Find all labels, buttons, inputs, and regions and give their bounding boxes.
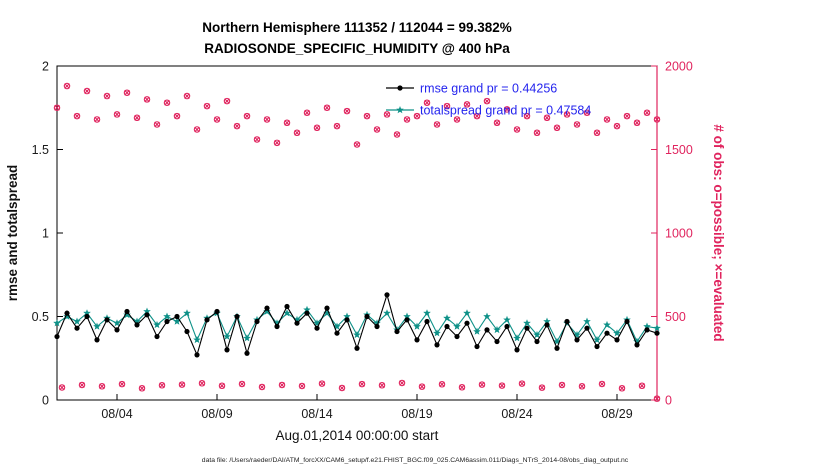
left-axis-label: rmse and totalspread — [5, 165, 20, 302]
x-tick-label: 08/04 — [101, 407, 132, 421]
x-tick-label: 08/09 — [201, 407, 232, 421]
series-rmse — [54, 292, 660, 358]
series-totalspread — [53, 305, 661, 345]
right-tick-label: 1000 — [665, 227, 693, 241]
x-tick-label: 08/24 — [501, 407, 532, 421]
left-tick-label: 2 — [42, 60, 49, 74]
left-tick-label: 0.5 — [32, 310, 49, 324]
legend-label: rmse grand pr = 0.44256 — [420, 82, 557, 96]
x-tick-label: 08/14 — [301, 407, 332, 421]
x-axis-label: Aug.01,2014 00:00:00 start — [276, 428, 439, 443]
right-tick-label: 1500 — [665, 143, 693, 157]
plot-area: 08/04 08/09 08/14 08/19 08/24 08/2900.511.520… — [32, 60, 693, 422]
series-obs_offhours — [58, 379, 661, 402]
right-tick-label: 2000 — [665, 60, 693, 74]
chart-title-line2: RADIOSONDE_SPECIFIC_HUMIDITY @ 400 hPa — [204, 41, 510, 56]
series-obs_synoptic — [53, 82, 661, 148]
right-tick-label: 0 — [665, 394, 672, 408]
chart-title-line1: Northern Hemisphere 111352 / 112044 = 99… — [202, 20, 512, 35]
left-tick-label: 1 — [42, 227, 49, 241]
data-file-caption: data file: /Users/raeder/DAI/ATM_forcXX/… — [202, 457, 629, 464]
legend: rmse grand pr = 0.44256 totalspread grand… — [386, 82, 591, 118]
right-tick-label: 500 — [665, 310, 686, 324]
x-tick-label: 08/29 — [601, 407, 632, 421]
legend-label: totalspread grand pr = 0.47584 — [420, 104, 591, 118]
x-tick-label: 08/19 — [401, 407, 432, 421]
legend-entry-totalspread: totalspread grand pr = 0.47584 — [386, 104, 591, 118]
left-tick-label: 0 — [42, 394, 49, 408]
left-tick-label: 1.5 — [32, 143, 49, 157]
right-axis-label: # of obs: o=possible; ×=evaluated — [711, 124, 726, 341]
legend-entry-rmse: rmse grand pr = 0.44256 — [386, 82, 557, 96]
